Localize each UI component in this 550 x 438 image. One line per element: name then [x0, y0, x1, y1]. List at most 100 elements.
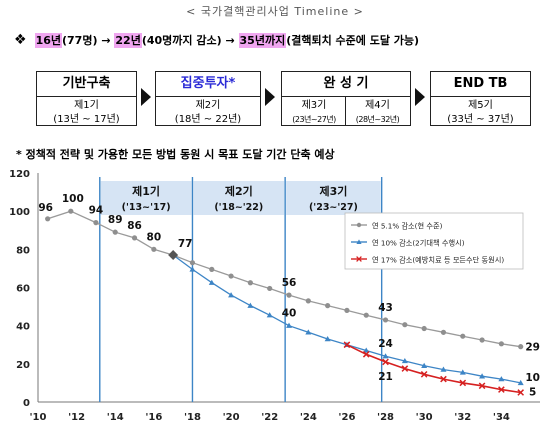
data-point	[440, 329, 447, 335]
data-point	[168, 250, 179, 261]
x-tick-label: '22	[261, 412, 278, 423]
x-tick-label: '28	[377, 412, 394, 423]
phase-range: (28년~32년)	[355, 115, 400, 124]
data-point	[460, 333, 466, 339]
data-point	[517, 389, 525, 396]
data-label: 24	[378, 338, 393, 350]
data-point	[498, 341, 504, 347]
timeline-chart: 제1기 ('13~'17) 제2기 ('18~'22) 제3기 ('23~'27) 0 20 4…	[9, 169, 540, 423]
x-tick-label: '32	[454, 412, 471, 423]
phase-name: 제2기	[195, 100, 221, 111]
data-point	[325, 303, 331, 309]
x-tick-label: '12	[68, 412, 85, 423]
data-label: 40	[282, 308, 297, 320]
data-point	[151, 246, 157, 252]
phase-title: 완 성 기	[282, 72, 410, 97]
data-point	[478, 382, 486, 390]
page-title: < 국가결핵관리사업 Timeline >	[186, 5, 364, 18]
period-band	[193, 181, 285, 215]
data-point	[189, 260, 196, 266]
data-label: 86	[127, 220, 142, 232]
data-point	[363, 312, 369, 318]
data-point	[459, 369, 466, 375]
x-tick-label: '20	[223, 412, 240, 423]
data-point	[440, 375, 447, 383]
data-label: 96	[38, 202, 53, 214]
phase-name: 제5기	[468, 100, 493, 111]
data-point	[45, 216, 51, 222]
data-point	[498, 376, 505, 382]
phase-name: 제1기	[74, 100, 99, 111]
phase-range: (23년~27년)	[292, 115, 336, 124]
data-label: 43	[378, 302, 393, 314]
data-point	[517, 379, 524, 386]
data-point	[247, 302, 254, 308]
data-point	[459, 379, 467, 387]
legend-label: 연 5.1% 감소(현 수준)	[372, 222, 443, 231]
data-point	[402, 322, 408, 328]
data-point	[286, 322, 292, 328]
data-label: 10	[525, 372, 540, 384]
data-point	[209, 266, 215, 272]
phase-range: (18년 ~ 22년)	[174, 114, 242, 125]
summary-line: ❖ 16년(77명) → 22년(40명까지 감소) → 35년까지(결핵퇴치 수…	[14, 32, 419, 48]
summary-2022-note: (40명까지 감소)	[141, 34, 222, 47]
y-tick-label: 80	[16, 245, 30, 256]
data-label: 100	[62, 193, 84, 205]
phase-title: END TB	[431, 72, 530, 97]
x-tick-label: '16	[145, 412, 162, 423]
summary-2022: 22년	[114, 33, 142, 48]
period-band	[100, 181, 192, 215]
data-label: 80	[147, 231, 162, 243]
summary-2035: 35년까지	[238, 33, 287, 48]
data-point	[93, 220, 99, 226]
data-point	[266, 312, 273, 318]
data-point	[421, 362, 428, 368]
series-line-3	[346, 344, 521, 394]
data-point	[518, 344, 524, 350]
phase-title: 집중투자*	[156, 72, 260, 97]
legend-label: 연 10% 감소(2기대책 수행시)	[372, 239, 465, 248]
legend-box	[344, 212, 524, 270]
data-point	[247, 280, 253, 286]
summary-2016-note: (77명)	[62, 34, 98, 47]
summary-2035-note: (결핵퇴치 수준에 도달 가능)	[286, 34, 420, 47]
summary-2016: 16년	[34, 33, 62, 48]
data-point	[420, 370, 428, 378]
phase-box-1: 기반구축 제1기 (13년 ~ 17년)	[36, 71, 137, 126]
y-tick-label: 40	[16, 322, 30, 333]
phase-box-2: 집중투자* 제2기 (18년 ~ 22년)	[155, 71, 261, 126]
phase-arrow-icon	[415, 88, 425, 106]
data-point	[382, 353, 389, 359]
x-tick-label: '26	[338, 412, 355, 423]
phase-name: 제3기	[301, 100, 327, 111]
data-point	[131, 235, 138, 241]
x-tick-label: '34	[493, 412, 510, 423]
data-point	[112, 229, 118, 235]
data-point	[382, 317, 389, 323]
legend-marker	[356, 256, 362, 262]
data-point	[228, 292, 235, 298]
arrow-icon: →	[225, 34, 235, 47]
phase-range: (13년 ~ 17년)	[53, 114, 120, 125]
y-tick-label: 60	[16, 284, 30, 295]
x-tick-label: '14	[107, 412, 124, 423]
phase-box-4: END TB 제5기 (33년 ~ 37년)	[430, 71, 531, 126]
data-point	[401, 357, 408, 364]
period-label: 제2기	[225, 184, 253, 198]
y-tick-label: 120	[9, 169, 30, 180]
data-label: 94	[89, 205, 104, 217]
data-point	[421, 325, 427, 332]
phase-name: 제4기	[365, 100, 390, 111]
data-point	[68, 208, 74, 214]
y-tick-label: 20	[16, 360, 30, 371]
data-label: 21	[378, 371, 393, 383]
data-label: 56	[282, 277, 297, 289]
x-tick-label: '18	[184, 412, 201, 423]
period-label: 제3기	[319, 184, 347, 198]
data-point	[401, 365, 409, 372]
data-point	[479, 373, 486, 379]
data-point	[363, 347, 370, 353]
phase-arrow-icon	[141, 88, 151, 106]
x-tick-label: '30	[416, 412, 433, 423]
